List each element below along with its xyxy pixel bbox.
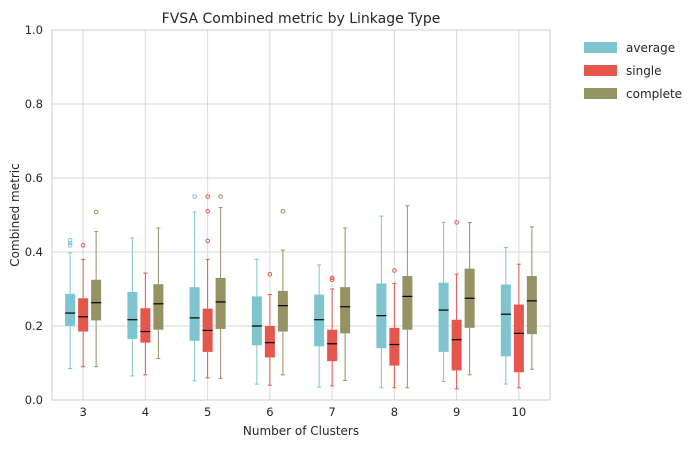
box-complete-9: [464, 221, 475, 376]
box-average-4: [127, 237, 138, 377]
box-layer: [65, 194, 537, 390]
iqr-box: [327, 329, 338, 362]
iqr-box: [513, 304, 524, 373]
y-tick-label: 0.4: [25, 245, 43, 259]
chart-title: FVSA Combined metric by Linkage Type: [162, 11, 441, 27]
outlier-point: [218, 194, 223, 199]
box-single-10: [513, 263, 524, 389]
box-complete-5: [215, 194, 226, 380]
box-average-3: [65, 237, 76, 370]
x-tick-label: 4: [142, 405, 149, 419]
x-tick-label: 5: [204, 405, 211, 419]
iqr-box: [277, 290, 288, 332]
iqr-box: [500, 284, 511, 357]
box-average-9: [438, 221, 449, 382]
box-single-4: [140, 272, 151, 376]
iqr-box: [215, 277, 226, 329]
outlier-point: [205, 238, 210, 244]
box-average-5: [189, 194, 200, 382]
x-tick-label: 8: [391, 405, 398, 419]
box-average-6: [251, 258, 262, 385]
legend-label-complete: complete: [626, 87, 682, 101]
outlier-point: [67, 240, 73, 246]
x-tick-label: 3: [79, 405, 86, 419]
iqr-box: [340, 287, 351, 334]
iqr-box: [127, 291, 138, 339]
outlier-point: [192, 194, 197, 199]
y-axis-label: Combined metric: [8, 163, 22, 266]
legend-swatch-single: [584, 65, 617, 76]
box-single-5: [202, 194, 213, 379]
box-complete-10: [526, 226, 537, 370]
iqr-box: [91, 279, 102, 321]
outlier-point: [67, 237, 73, 243]
y-tick-label: 0.8: [25, 97, 43, 111]
outlier-point: [454, 220, 459, 225]
iqr-box: [78, 298, 89, 332]
x-tick-label: 7: [328, 405, 335, 419]
box-single-3: [78, 243, 89, 368]
y-tick-label: 0.0: [25, 393, 43, 407]
y-tick-label: 1.0: [25, 23, 43, 37]
outlier-point: [280, 209, 286, 214]
outlier-point: [80, 243, 86, 248]
iqr-box: [264, 326, 275, 358]
legend-label-single: single: [626, 64, 662, 78]
y-tick-label: 0.6: [25, 171, 43, 185]
iqr-box: [526, 276, 537, 335]
x-tick-label: 6: [266, 405, 273, 419]
outlier-point: [67, 243, 73, 248]
box-single-7: [327, 275, 338, 387]
outlier-point: [329, 277, 335, 283]
box-average-10: [500, 247, 511, 385]
iqr-box: [402, 276, 413, 330]
iqr-box: [140, 308, 151, 343]
box-single-9: [451, 220, 462, 390]
box-average-8: [376, 215, 387, 389]
box-complete-6: [277, 209, 288, 376]
box-single-6: [264, 271, 275, 386]
iqr-box: [153, 284, 164, 330]
outlier-point: [267, 271, 273, 277]
box-complete-8: [402, 205, 413, 389]
legend-swatch-average: [584, 42, 617, 53]
outlier-point: [93, 209, 99, 215]
iqr-box: [451, 319, 462, 371]
iqr-box: [189, 287, 200, 341]
iqr-box: [65, 293, 76, 326]
iqr-box: [389, 327, 400, 366]
box-complete-4: [153, 227, 164, 360]
iqr-box: [251, 296, 262, 346]
x-tick-label: 9: [453, 405, 460, 419]
box-complete-7: [340, 227, 351, 381]
outlier-point: [329, 275, 335, 281]
box-single-8: [389, 268, 400, 389]
y-tick-label: 0.2: [25, 319, 43, 333]
plot-frame: [51, 29, 551, 401]
legend-label-average: average: [626, 41, 675, 55]
x-tick-label: 10: [512, 405, 527, 419]
box-complete-3: [91, 209, 102, 368]
box-average-7: [314, 264, 325, 388]
legend: average single complete: [584, 41, 682, 101]
iqr-box: [314, 294, 325, 347]
outlier-point: [205, 194, 210, 199]
iqr-box: [438, 282, 449, 352]
outlier-point: [205, 209, 210, 214]
tick-label-layer: 0.0 0.2 0.4 0.6 0.8 1.0 3 4 5 6 7 8 9 10: [25, 23, 526, 419]
outlier-point: [392, 268, 397, 273]
legend-swatch-complete: [584, 88, 617, 99]
x-axis-label: Number of Clusters: [243, 424, 359, 438]
